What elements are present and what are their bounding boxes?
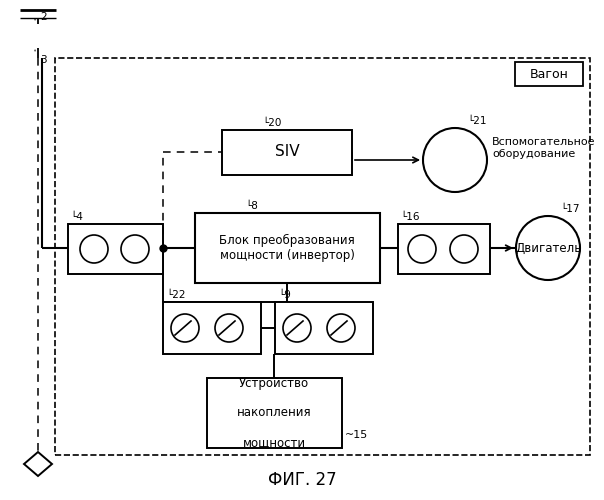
Circle shape <box>283 314 311 342</box>
Text: ~15: ~15 <box>345 430 368 440</box>
Bar <box>515 62 583 86</box>
Text: └9: └9 <box>278 290 291 300</box>
Text: 3: 3 <box>40 55 47 65</box>
Bar <box>222 130 352 175</box>
Circle shape <box>327 314 355 342</box>
Bar <box>68 224 163 274</box>
Text: └22: └22 <box>166 290 185 300</box>
Circle shape <box>408 235 436 263</box>
Text: Вспомогательное
оборудование: Вспомогательное оборудование <box>492 137 596 159</box>
Text: └17: └17 <box>560 204 579 214</box>
Text: Двигатель: Двигатель <box>515 242 581 254</box>
Bar <box>195 213 380 283</box>
Circle shape <box>423 128 487 192</box>
Text: ФИГ. 27: ФИГ. 27 <box>268 471 336 489</box>
Circle shape <box>215 314 243 342</box>
Circle shape <box>171 314 199 342</box>
Bar <box>275 302 373 354</box>
Text: Устройство

накопления

мощности: Устройство накопления мощности <box>237 376 311 450</box>
Polygon shape <box>24 452 52 476</box>
Bar <box>163 302 261 354</box>
Text: Вагон: Вагон <box>530 68 568 80</box>
Circle shape <box>80 235 108 263</box>
Bar <box>55 58 590 455</box>
Text: SIV: SIV <box>275 144 300 160</box>
Text: 2: 2 <box>40 12 47 22</box>
Text: └8: └8 <box>245 201 258 211</box>
Text: └16: └16 <box>400 212 420 222</box>
Circle shape <box>121 235 149 263</box>
Bar <box>207 378 342 448</box>
Text: └20: └20 <box>262 118 281 128</box>
Text: └4: └4 <box>70 212 83 222</box>
Bar <box>398 224 490 274</box>
Circle shape <box>516 216 580 280</box>
Text: └21: └21 <box>467 116 486 126</box>
Text: Блок преобразования
мощности (инвертор): Блок преобразования мощности (инвертор) <box>219 234 355 262</box>
Circle shape <box>450 235 478 263</box>
